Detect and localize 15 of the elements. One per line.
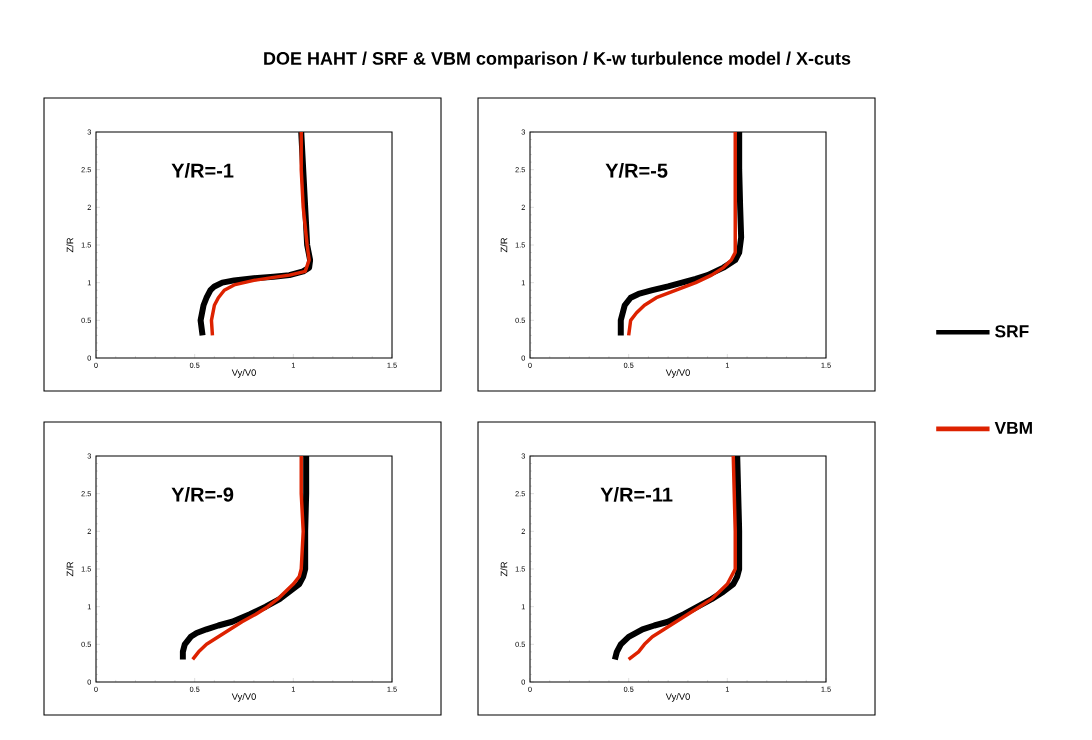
annotation: Y/R=-11 [600, 486, 673, 502]
annotation: Y/R=-5 [605, 162, 668, 178]
x-axis-title: Vy/V0 [231, 693, 256, 702]
text: DOE HAHT / SRF & VBM comparison / K-w turbulence model / X-cuts [264, 51, 851, 69]
x-axis-title: Vy/V0 [665, 369, 690, 378]
annotation: Y/R=-1 [171, 162, 234, 178]
y-axis-title: Z/R [500, 237, 508, 253]
x-axis-title: Vy/V0 [231, 369, 256, 378]
y-axis-title: Z/R [500, 561, 508, 577]
legend-label: SRF [995, 325, 1029, 338]
y-axis-title: Z/R [66, 237, 74, 253]
legend-label: VBM [994, 421, 1032, 434]
annotation: Y/R=-9 [171, 486, 234, 502]
y-axis-title: Z/R [66, 561, 74, 577]
x-axis-title: Vy/V0 [665, 693, 690, 702]
